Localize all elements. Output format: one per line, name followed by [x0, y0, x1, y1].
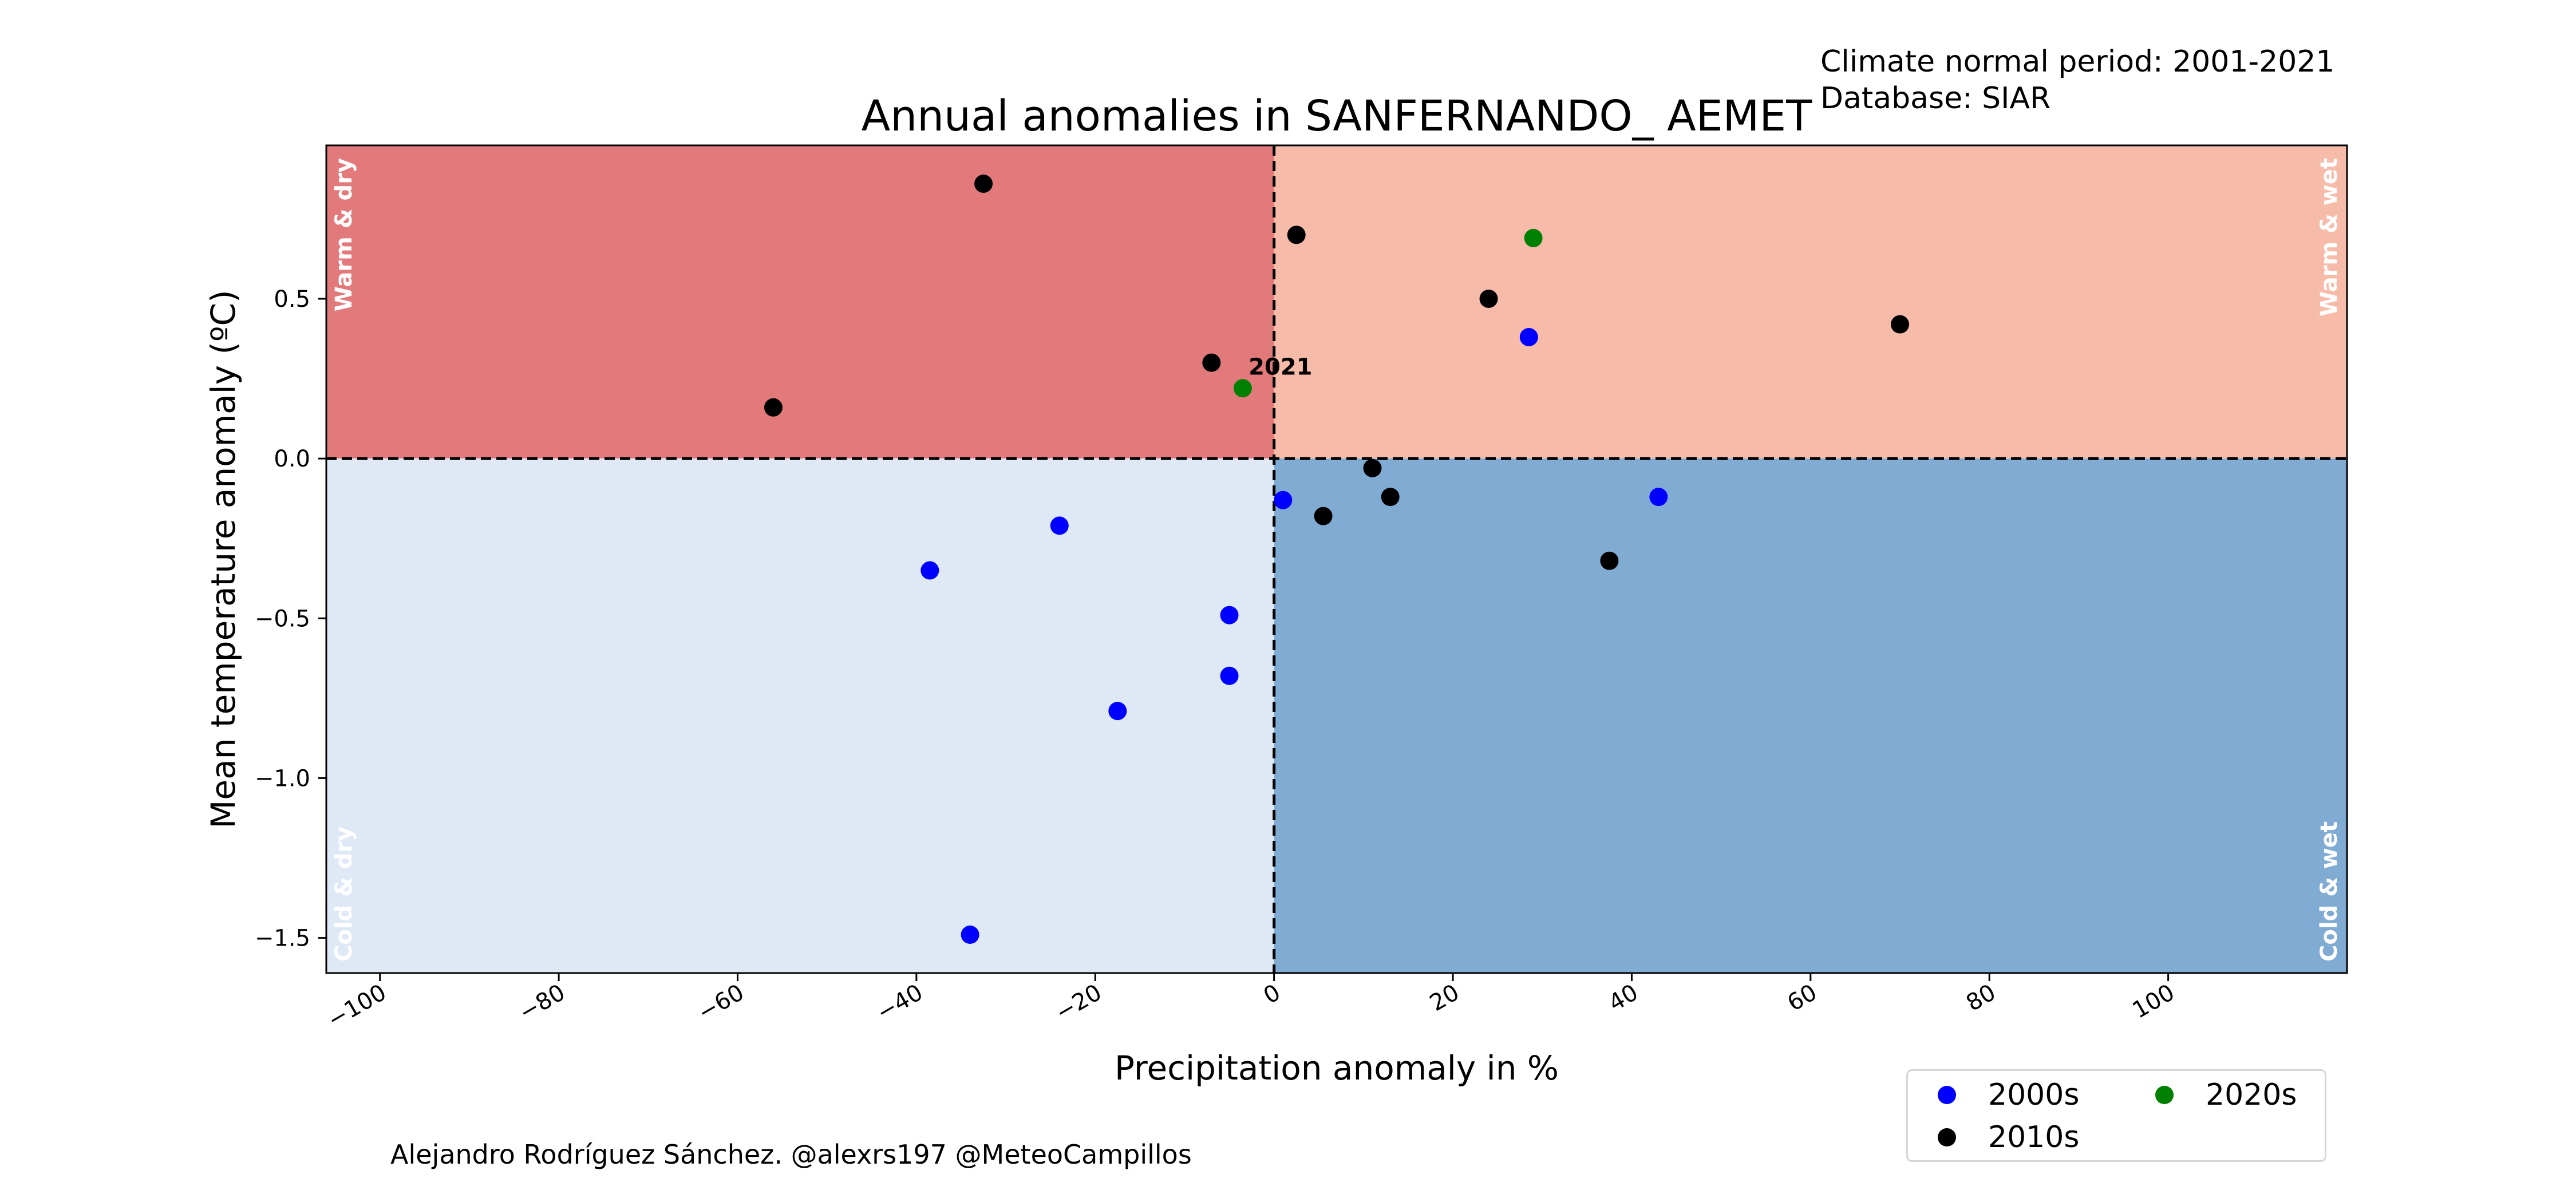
data-point-2000s [1220, 666, 1239, 685]
y-tick-label: 0.5 [274, 286, 310, 313]
quadrant-cold-dry [326, 458, 1274, 973]
axis-lines [325, 144, 2348, 974]
legend-marker-2000s [1938, 1086, 1956, 1104]
legend-label-2010s: 2010s [1988, 1120, 2080, 1154]
point-annotation: 2021 [1249, 354, 1312, 380]
quadrant-cold-wet [1274, 458, 2347, 973]
x-tick-label: 20 [1425, 979, 1464, 1017]
x-axis-label: Precipitation anomaly in % [1115, 1049, 1559, 1088]
x-tick-label: −20 [1051, 979, 1106, 1026]
x-tick-label: 100 [2128, 979, 2179, 1024]
y-axis-label: Mean temperature anomaly (ºC) [204, 290, 243, 828]
data-point-2010s [1287, 226, 1306, 244]
quadrant-label-warm-wet: Warm & wet [2316, 158, 2342, 317]
chart-title: Annual anomalies in SANFERNANDO_ AEMET [862, 92, 1813, 141]
data-point-2010s [1891, 315, 1910, 334]
data-point-2010s [1363, 458, 1382, 477]
quadrant-warm-wet [1274, 145, 2347, 459]
data-point-2020s [1524, 228, 1543, 247]
x-tick-label: 80 [1962, 979, 2000, 1017]
x-tick-label: −100 [323, 979, 391, 1034]
data-point-2010s [764, 398, 783, 417]
quadrant-warm-dry [326, 145, 1274, 459]
x-tick-label: 60 [1783, 979, 1822, 1017]
chart-labels: 2021 Warm & dry Warm & wet Cold & dry Cold &… [204, 92, 2342, 1088]
legend-item-2020s: 2020s [2155, 1078, 2297, 1112]
axes-frame [325, 144, 2348, 974]
data-point-2010s [974, 174, 993, 193]
x-tick-label: −80 [515, 979, 570, 1026]
legend-label-2000s: 2000s [1988, 1078, 2080, 1112]
legend-marker-2010s [1938, 1128, 1956, 1146]
data-point-2020s [1233, 379, 1252, 398]
quadrant-backgrounds [326, 145, 2347, 973]
legend-item-2000s: 2000s [1938, 1078, 2079, 1112]
legend-label-2020s: 2020s [2206, 1078, 2297, 1112]
data-point-2010s [1479, 289, 1498, 308]
data-point-2000s [920, 561, 939, 580]
y-tick-label: −1.5 [255, 926, 310, 952]
data-point-2010s [1600, 551, 1619, 570]
legend-marker-2020s [2155, 1086, 2174, 1104]
data-point-2000s [1274, 491, 1293, 509]
data-points [764, 174, 1910, 944]
y-tick-label: −0.5 [255, 606, 310, 632]
data-point-2010s [1314, 507, 1333, 525]
x-tick-label: −60 [693, 979, 748, 1026]
data-point-2000s [961, 926, 979, 944]
quadrant-label-cold-dry: Cold & dry [331, 827, 357, 962]
x-tick-label: 0 [1259, 979, 1285, 1010]
credit-text: Alejandro Rodríguez Sánchez. @alexrs197 … [390, 1139, 1192, 1170]
quadrant-label-cold-wet: Cold & wet [2316, 821, 2342, 962]
y-tick-label: −1.0 [255, 765, 310, 792]
climate-normal-period: Climate normal period: 2001-2021 [1820, 45, 2335, 79]
data-point-2010s [1381, 488, 1400, 507]
data-point-2010s [1202, 353, 1221, 372]
legend: 2000s 2010s 2020s [1906, 1069, 2326, 1162]
quadrant-label-warm-dry: Warm & dry [331, 158, 357, 311]
data-point-2000s [1108, 702, 1127, 721]
data-point-2000s [1220, 606, 1239, 624]
data-point-2000s [1649, 488, 1668, 507]
y-tick-label: 0.0 [274, 446, 310, 472]
data-point-2000s [1050, 516, 1069, 535]
legend-item-2010s: 2010s [1938, 1120, 2079, 1154]
x-tick-label: −40 [872, 979, 927, 1026]
database-label: Database: SIAR [1820, 81, 2051, 116]
x-tick-label: 40 [1604, 979, 1642, 1017]
data-point-2000s [1519, 327, 1538, 346]
